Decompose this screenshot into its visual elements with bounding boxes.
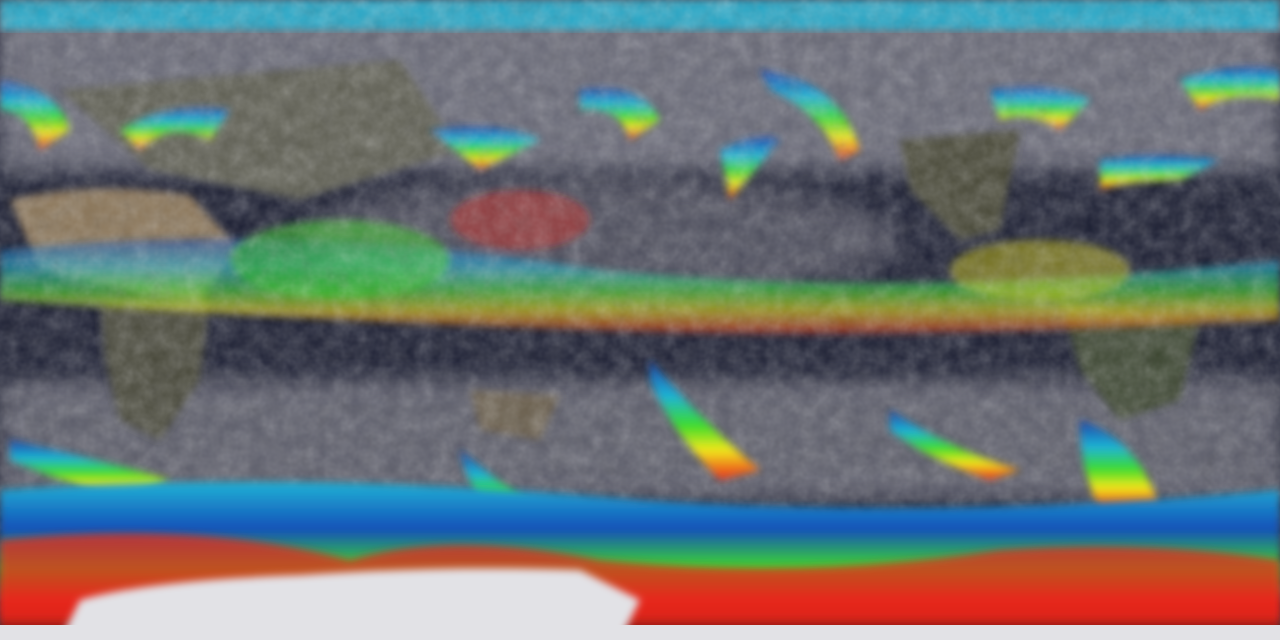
antarctica-ice	[60, 568, 640, 640]
southern-storms	[10, 360, 1160, 530]
polar-ice-strip	[0, 625, 1280, 640]
